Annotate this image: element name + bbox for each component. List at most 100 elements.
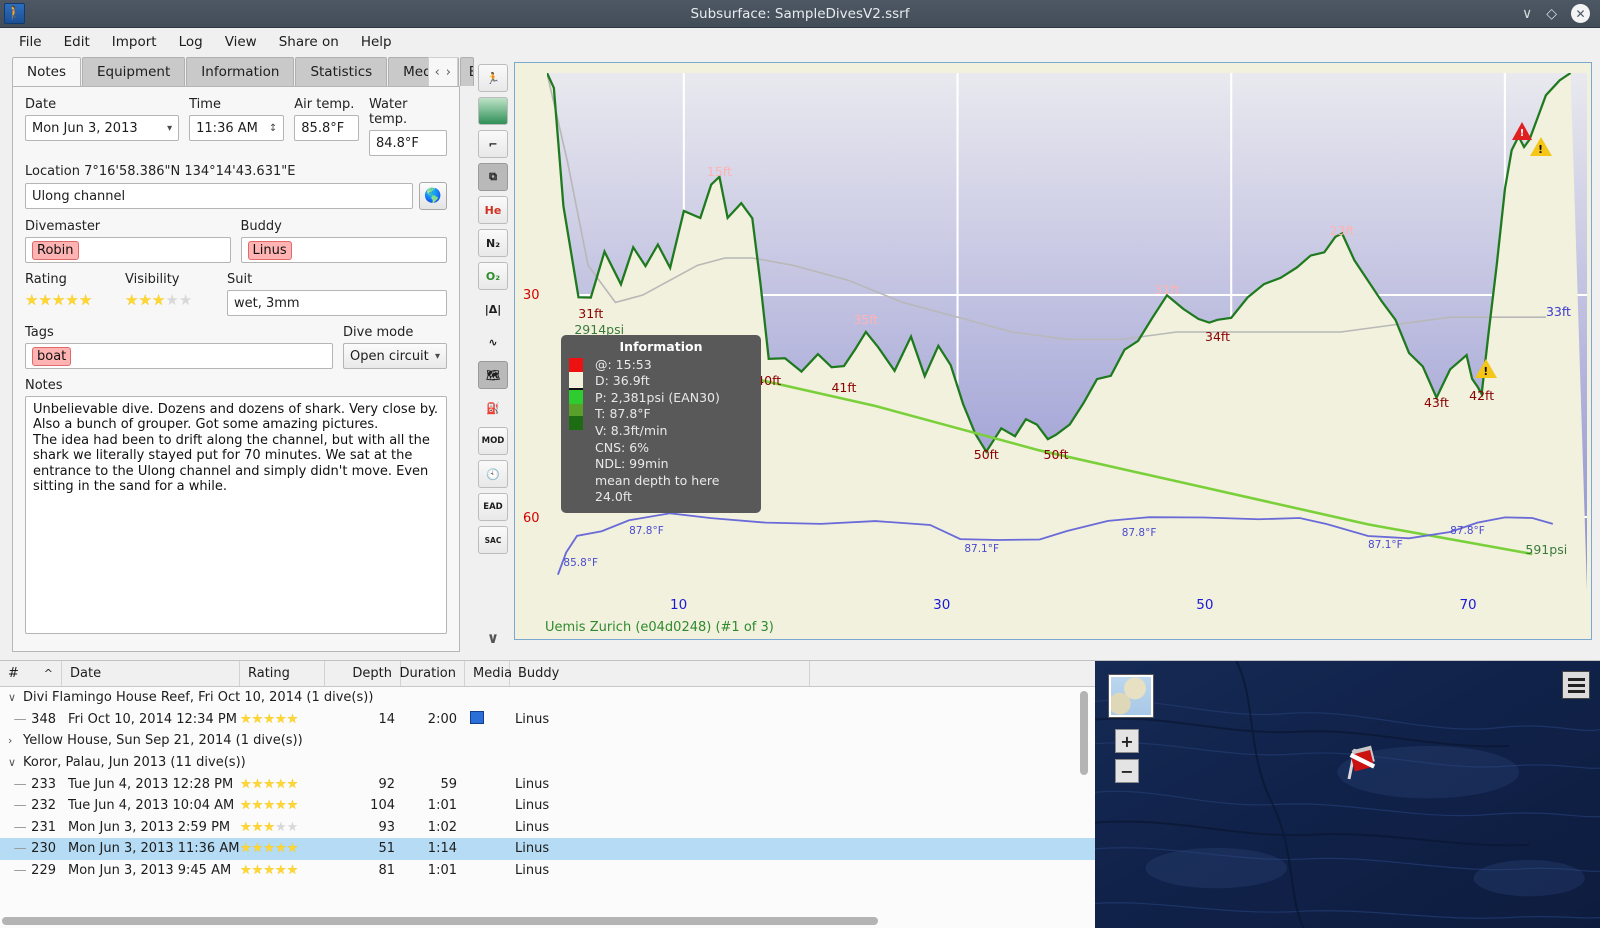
star-5[interactable]: ★ xyxy=(286,841,299,857)
warning-yellow-icon[interactable] xyxy=(1529,136,1552,156)
warning-yellow-icon[interactable] xyxy=(1474,358,1497,378)
dive-list-vertical-scrollbar[interactable] xyxy=(1080,691,1088,775)
star-1[interactable]: ★ xyxy=(240,819,252,835)
dive-list[interactable]: # ^ Date Rating Depth Duration Media Buddy ∨ Div… xyxy=(0,661,1095,928)
star-1[interactable]: ★ xyxy=(240,863,252,879)
star-4[interactable]: ★ xyxy=(274,841,287,857)
warning-red-icon[interactable] xyxy=(1511,122,1532,141)
star-3[interactable]: ★ xyxy=(263,841,275,857)
star-2[interactable]: ★ xyxy=(251,776,264,792)
table-row[interactable]: —232 Tue Jun 4, 2013 10:04 AM ★★★★★ 104 1:01… xyxy=(0,795,1095,817)
table-row[interactable]: —231 Mon Jun 3, 2013 2:59 PM ★★★★★ 93 1:02 Li… xyxy=(0,817,1095,839)
star-3[interactable]: ★ xyxy=(263,863,275,879)
suit-field[interactable]: wet, 3mm xyxy=(227,290,447,316)
calculated-ceiling-icon[interactable]: ⧉ xyxy=(478,163,508,191)
maximize-button[interactable]: ◇ xyxy=(1546,5,1557,22)
star-2[interactable]: ★ xyxy=(251,863,264,879)
menu-item-import[interactable]: Import xyxy=(111,34,157,50)
nitrogen-icon[interactable]: N₂ xyxy=(478,229,508,257)
dc-ceiling-icon[interactable]: ⌐ xyxy=(478,130,508,158)
star-5[interactable]: ★ xyxy=(78,291,93,309)
buddy-field[interactable]: Linus xyxy=(240,237,447,263)
map-panel[interactable]: + − xyxy=(1095,661,1600,928)
star-2[interactable]: ★ xyxy=(251,711,264,727)
star-4[interactable]: ★ xyxy=(274,776,287,792)
oxygen-icon[interactable]: O₂ xyxy=(478,262,508,290)
trip-row[interactable]: › Yellow House, Sun Sep 21, 2014 (1 dive(… xyxy=(0,730,1095,752)
table-row[interactable]: —229 Mon Jun 3, 2013 9:45 AM ★★★★★ 81 1:01 Li… xyxy=(0,860,1095,882)
minimize-button[interactable]: ∨ xyxy=(1521,5,1533,22)
table-row[interactable]: —233 Tue Jun 4, 2013 12:28 PM ★★★★★ 92 59 Lin… xyxy=(0,773,1095,795)
star-1[interactable]: ★ xyxy=(240,841,252,857)
media-photo-icon[interactable] xyxy=(470,710,484,724)
tab-equipment[interactable]: Equipment xyxy=(82,57,186,86)
time-field[interactable]: 11:36 AM ↕ xyxy=(189,115,285,141)
heartrate-icon[interactable]: ∿ xyxy=(488,335,498,349)
star-1[interactable]: ★ xyxy=(240,711,252,727)
divemaster-field[interactable]: Robin xyxy=(25,237,231,263)
tank-bar-icon[interactable]: ⛽ xyxy=(486,401,500,415)
date-field[interactable]: Mon Jun 3, 2013 ▾ xyxy=(25,115,180,141)
star-1[interactable]: ★ xyxy=(240,776,252,792)
trip-expand-icon[interactable]: ∨ xyxy=(8,691,17,705)
ead-icon[interactable]: EAD xyxy=(478,493,508,521)
tab-prev-arrow[interactable]: ‹ xyxy=(434,64,440,80)
star-3[interactable]: ★ xyxy=(51,291,66,309)
globe-icon[interactable]: 🌎 xyxy=(419,182,447,210)
chevron-down-icon[interactable]: ∨ xyxy=(486,629,500,647)
star-2[interactable]: ★ xyxy=(251,841,264,857)
star-5[interactable]: ★ xyxy=(178,291,193,309)
star-4[interactable]: ★ xyxy=(274,863,287,879)
star-1[interactable]: ★ xyxy=(25,291,39,309)
trip-expand-icon[interactable]: › xyxy=(8,734,13,748)
menu-item-log[interactable]: Log xyxy=(178,34,203,50)
tab-information[interactable]: Information xyxy=(186,57,295,86)
location-field[interactable]: Ulong channel xyxy=(25,183,413,209)
menu-item-view[interactable]: View xyxy=(224,34,257,50)
menu-item-share-on[interactable]: Share on xyxy=(278,34,339,50)
delta-tissue-icon[interactable]: |Δ| xyxy=(484,302,502,316)
photos-map-icon[interactable]: 🗺 xyxy=(478,361,508,389)
map-zoom-in-button[interactable]: + xyxy=(1115,729,1139,753)
water-temp-field[interactable]: 84.8°F xyxy=(368,130,447,156)
gradient-fill-icon[interactable] xyxy=(478,97,508,125)
menu-item-file[interactable]: File xyxy=(19,34,42,50)
hamburger-menu-icon[interactable] xyxy=(1562,671,1590,699)
table-row[interactable]: —348 Fri Oct 10, 2014 12:34 PM ★★★★★ 14 2:00… xyxy=(0,709,1095,731)
star-4[interactable]: ★ xyxy=(274,798,287,814)
trip-row[interactable]: ∨ Koror, Palau, Jun 2013 (11 dive(s)) xyxy=(0,752,1095,774)
star-3[interactable]: ★ xyxy=(263,711,275,727)
tab-next-arrow[interactable]: › xyxy=(445,64,451,80)
column-header-date[interactable]: Date xyxy=(62,661,240,686)
column-header-media[interactable]: Media xyxy=(465,661,512,686)
star-5[interactable]: ★ xyxy=(286,711,299,727)
column-header-rating[interactable]: Rating xyxy=(240,661,325,686)
star-3[interactable]: ★ xyxy=(263,776,275,792)
star-2[interactable]: ★ xyxy=(251,819,264,835)
star-1[interactable]: ★ xyxy=(240,798,252,814)
map-zoom-out-button[interactable]: − xyxy=(1115,759,1139,783)
star-5[interactable]: ★ xyxy=(286,776,299,792)
trip-row[interactable]: ∨ Divi Flamingo House Reef, Fri Oct 10, 2… xyxy=(0,687,1095,709)
menu-item-help[interactable]: Help xyxy=(360,34,392,50)
star-2[interactable]: ★ xyxy=(38,291,52,309)
star-2[interactable]: ★ xyxy=(251,798,264,814)
star-4[interactable]: ★ xyxy=(65,291,79,309)
star-4[interactable]: ★ xyxy=(165,291,179,309)
scale-diver-icon[interactable]: 🏃 xyxy=(478,64,508,92)
rating-stars[interactable]: ★★★★★ xyxy=(25,290,115,310)
star-3[interactable]: ★ xyxy=(263,819,275,835)
visibility-stars[interactable]: ★★★★★ xyxy=(125,290,217,310)
dive-list-horizontal-scrollbar[interactable] xyxy=(2,917,878,925)
star-4[interactable]: ★ xyxy=(274,819,287,835)
sac-icon[interactable]: SAC xyxy=(478,526,508,554)
star-5[interactable]: ★ xyxy=(286,863,299,879)
star-1[interactable]: ★ xyxy=(125,291,139,309)
dive-mode-select[interactable]: Open circuit ▾ xyxy=(343,343,447,369)
column-header-depth[interactable]: Depth xyxy=(325,661,401,686)
notes-textarea[interactable]: Unbelievable dive. Dozens and dozens of … xyxy=(25,396,447,634)
dive-profile-chart[interactable]: 31ft 15ft 40ft 35ft 41ft 50ft 50ft 31ft 34ft 23ft… xyxy=(514,62,1592,640)
tags-field[interactable]: boat xyxy=(25,343,333,369)
trip-expand-icon[interactable]: ∨ xyxy=(8,756,17,770)
column-header-buddy[interactable]: Buddy xyxy=(510,661,810,686)
